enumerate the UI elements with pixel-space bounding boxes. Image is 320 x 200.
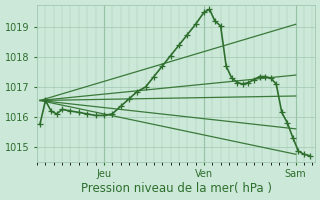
X-axis label: Pression niveau de la mer( hPa ): Pression niveau de la mer( hPa ) [81, 182, 272, 195]
